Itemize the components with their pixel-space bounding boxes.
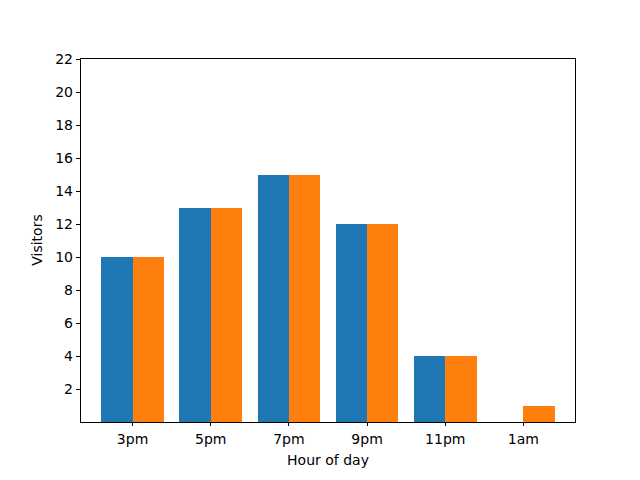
x-tick-mark — [367, 422, 368, 426]
bar-series2-5pm — [211, 208, 242, 423]
x-tick-mark — [132, 422, 133, 426]
y-tick-mark — [76, 158, 80, 159]
y-tick-label: 2 — [64, 382, 73, 396]
plot-area: 2468101214161820223pm5pm7pm9pm11pm1am — [80, 58, 576, 423]
x-tick-label: 1am — [508, 432, 539, 446]
y-tick-label: 12 — [55, 217, 73, 231]
y-tick-mark — [76, 125, 80, 126]
y-tick-label: 10 — [55, 250, 73, 264]
y-tick-mark — [76, 224, 80, 225]
y-tick-mark — [76, 191, 80, 192]
y-tick-mark — [76, 356, 80, 357]
bar-series2-9pm — [367, 224, 398, 422]
x-tick-label: 3pm — [117, 432, 148, 446]
y-tick-mark — [76, 92, 80, 93]
bar-series1-3pm — [101, 257, 132, 422]
y-tick-mark — [76, 59, 80, 60]
y-tick-mark — [76, 323, 80, 324]
bar-series1-7pm — [258, 175, 289, 423]
y-tick-label: 18 — [55, 118, 73, 132]
bar-series2-7pm — [289, 175, 320, 423]
bar-chart-figure: Visitors Hour of day 2468101214161820223… — [0, 0, 640, 480]
x-tick-mark — [523, 422, 524, 426]
y-tick-mark — [76, 290, 80, 291]
y-tick-label: 22 — [55, 52, 73, 66]
bar-series1-11pm — [414, 356, 445, 422]
x-tick-mark — [445, 422, 446, 426]
y-tick-label: 20 — [55, 85, 73, 99]
bar-series2-1am — [523, 406, 554, 423]
y-tick-label: 16 — [55, 151, 73, 165]
y-tick-label: 8 — [64, 283, 73, 297]
bar-series2-3pm — [133, 257, 164, 422]
y-tick-mark — [76, 389, 80, 390]
y-tick-mark — [76, 257, 80, 258]
x-tick-mark — [210, 422, 211, 426]
x-tick-label: 7pm — [273, 432, 304, 446]
y-tick-label: 6 — [64, 316, 73, 330]
y-tick-label: 14 — [55, 184, 73, 198]
x-axis-label: Hour of day — [287, 452, 369, 468]
x-tick-label: 5pm — [195, 432, 226, 446]
x-tick-label: 11pm — [425, 432, 465, 446]
y-axis-label: Visitors — [29, 214, 45, 265]
bar-series1-5pm — [179, 208, 210, 423]
bar-series1-9pm — [336, 224, 367, 422]
x-tick-label: 9pm — [351, 432, 382, 446]
y-tick-label: 4 — [64, 349, 73, 363]
bar-series2-11pm — [445, 356, 476, 422]
x-tick-mark — [288, 422, 289, 426]
